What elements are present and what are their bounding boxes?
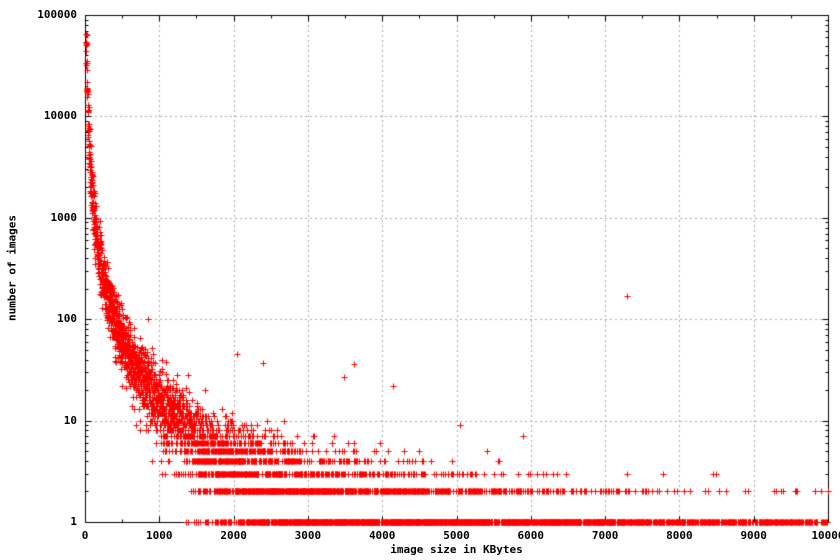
y-tick-label: 10000	[43, 109, 77, 123]
y-tick-label: 100	[57, 312, 77, 326]
x-tick-label: 7000	[591, 529, 619, 542]
x-tick-label: 9000	[740, 529, 767, 542]
y-tick-label: 100000	[37, 8, 77, 21]
x-tick-label: 3000	[294, 529, 322, 542]
x-tick-label: 10000	[811, 529, 840, 542]
x-tick-label: 0	[81, 529, 89, 542]
x-tick-label: 4000	[368, 529, 396, 542]
y-tick-label: 10	[63, 413, 77, 427]
x-tick-label: 5000	[443, 529, 470, 542]
y-axis-title: number of images	[5, 215, 19, 321]
x-tick-label: 1000	[146, 529, 173, 542]
y-tick-label: 1	[70, 515, 77, 528]
x-tick-label: 6000	[517, 529, 545, 542]
x-tick-label: 8000	[666, 529, 693, 542]
y-tick-label: 1000	[50, 210, 78, 224]
x-tick-label: 2000	[220, 529, 247, 542]
x-axis-title: image size in KBytes	[390, 543, 523, 556]
